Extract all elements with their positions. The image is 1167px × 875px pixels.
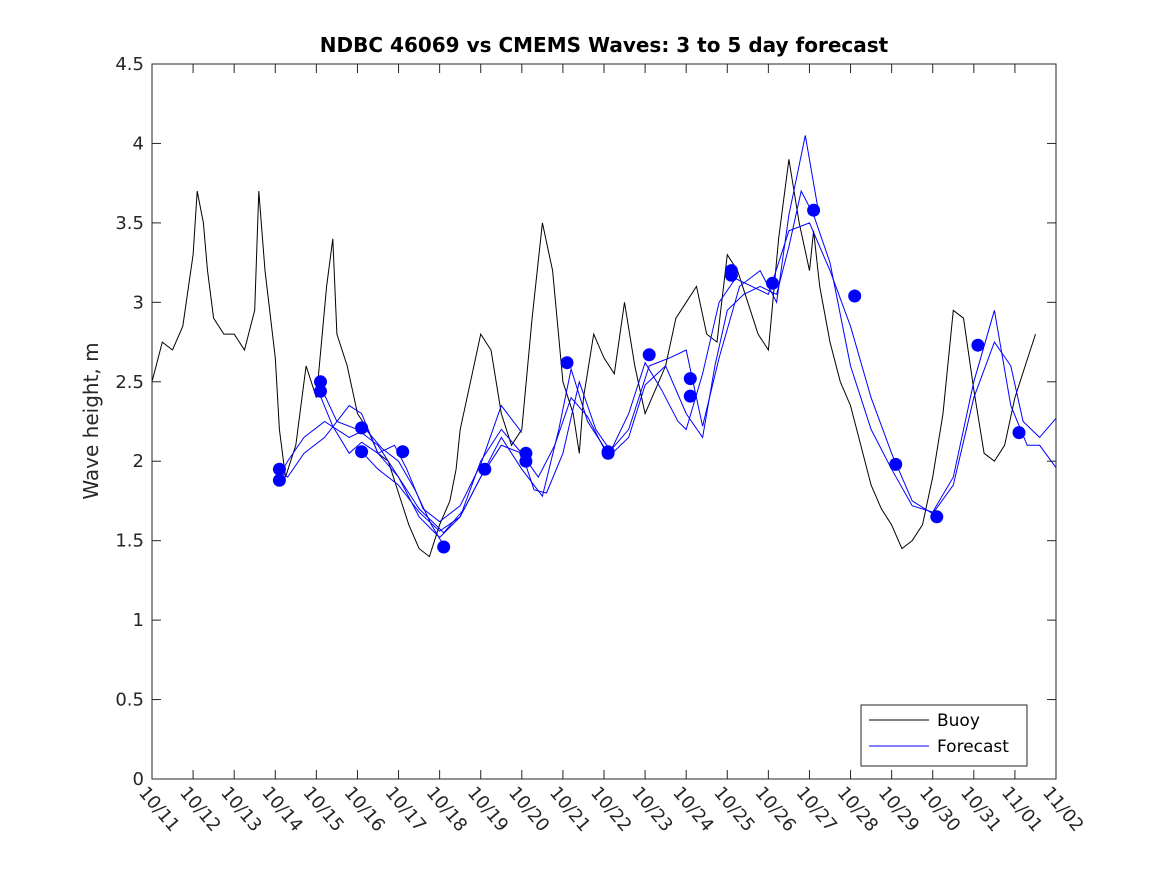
y-tick-label: 1 bbox=[133, 610, 144, 631]
x-tick-label: 10/19 bbox=[463, 783, 512, 836]
forecast-marker bbox=[724, 268, 738, 282]
y-tick-label: 4.5 bbox=[115, 54, 144, 75]
legend-forecast-label: Forecast bbox=[937, 737, 1009, 757]
buoy-line bbox=[151, 159, 1036, 558]
legend: Buoy Forecast bbox=[860, 704, 1028, 767]
x-tick-label: 10/13 bbox=[216, 783, 265, 836]
y-tick-label: 3 bbox=[133, 292, 144, 313]
x-tick-label: 10/27 bbox=[792, 783, 841, 836]
y-tick-label: 3.5 bbox=[115, 213, 144, 234]
buoy-series bbox=[151, 159, 1036, 558]
forecast-marker bbox=[519, 454, 533, 468]
forecast-marker bbox=[642, 348, 656, 362]
y-axis-label: Wave height, m bbox=[79, 342, 103, 499]
y-tick-label: 2 bbox=[133, 451, 144, 472]
x-tick-label: 10/11 bbox=[134, 783, 183, 836]
x-tick-label: 10/31 bbox=[956, 783, 1005, 836]
x-tick-label: 10/28 bbox=[833, 783, 882, 836]
forecast-marker bbox=[560, 356, 574, 370]
forecast-marker bbox=[355, 421, 369, 435]
x-tick-label: 10/30 bbox=[915, 783, 964, 836]
x-tick-label: 10/23 bbox=[627, 783, 676, 836]
legend-box bbox=[860, 704, 1028, 767]
x-tick-label: 10/18 bbox=[422, 783, 471, 836]
forecast-marker bbox=[971, 338, 985, 352]
forecast-marker bbox=[889, 457, 903, 471]
legend-buoy-label: Buoy bbox=[937, 711, 980, 731]
x-tick-label: 10/14 bbox=[257, 783, 306, 836]
y-tick-label: 0 bbox=[133, 769, 144, 790]
x-tick-label: 10/22 bbox=[586, 783, 635, 836]
x-tick-label: 11/02 bbox=[1038, 783, 1087, 836]
forecast-marker bbox=[601, 446, 615, 460]
x-tick-label: 10/12 bbox=[175, 783, 224, 836]
x-tick-label: 10/24 bbox=[668, 783, 717, 836]
plot-area bbox=[152, 64, 1056, 779]
forecast-marker bbox=[1012, 426, 1026, 440]
forecast-marker bbox=[396, 445, 410, 459]
forecast-marker bbox=[478, 462, 492, 476]
forecast-marker bbox=[314, 375, 327, 389]
x-tick-label: 10/16 bbox=[340, 783, 389, 836]
forecast-marker bbox=[848, 289, 862, 303]
y-axis-ticks: 0 0.5 1 1.5 2 2.5 3 3.5 4 4.5 bbox=[115, 54, 1056, 790]
x-tick-label: 10/25 bbox=[709, 783, 758, 836]
x-tick-label: 10/17 bbox=[381, 783, 430, 836]
forecast-markers bbox=[272, 203, 1026, 554]
forecast-marker bbox=[272, 462, 286, 476]
y-tick-label: 1.5 bbox=[115, 531, 144, 552]
forecast-marker bbox=[314, 384, 327, 398]
forecast-marker bbox=[272, 473, 286, 487]
forecast-marker bbox=[683, 372, 697, 386]
x-tick-label: 10/15 bbox=[299, 783, 348, 836]
forecast-marker bbox=[683, 389, 697, 403]
forecast-marker bbox=[437, 540, 451, 554]
chart-title: NDBC 46069 vs CMEMS Waves: 3 to 5 day fo… bbox=[320, 33, 889, 57]
forecast-marker bbox=[930, 510, 944, 524]
y-tick-label: 4 bbox=[133, 133, 144, 154]
forecast-marker bbox=[355, 445, 369, 459]
x-tick-label: 10/20 bbox=[504, 783, 553, 836]
x-tick-label: 11/01 bbox=[997, 783, 1046, 836]
forecast-line bbox=[317, 135, 819, 534]
y-tick-label: 0.5 bbox=[115, 690, 144, 711]
y-tick-label: 2.5 bbox=[115, 372, 144, 393]
forecast-marker bbox=[807, 203, 821, 217]
x-tick-label: 10/21 bbox=[545, 783, 594, 836]
x-tick-label: 10/29 bbox=[874, 783, 923, 836]
forecast-line bbox=[276, 404, 523, 523]
x-tick-label: 10/26 bbox=[751, 783, 800, 836]
forecast-marker bbox=[766, 276, 779, 290]
